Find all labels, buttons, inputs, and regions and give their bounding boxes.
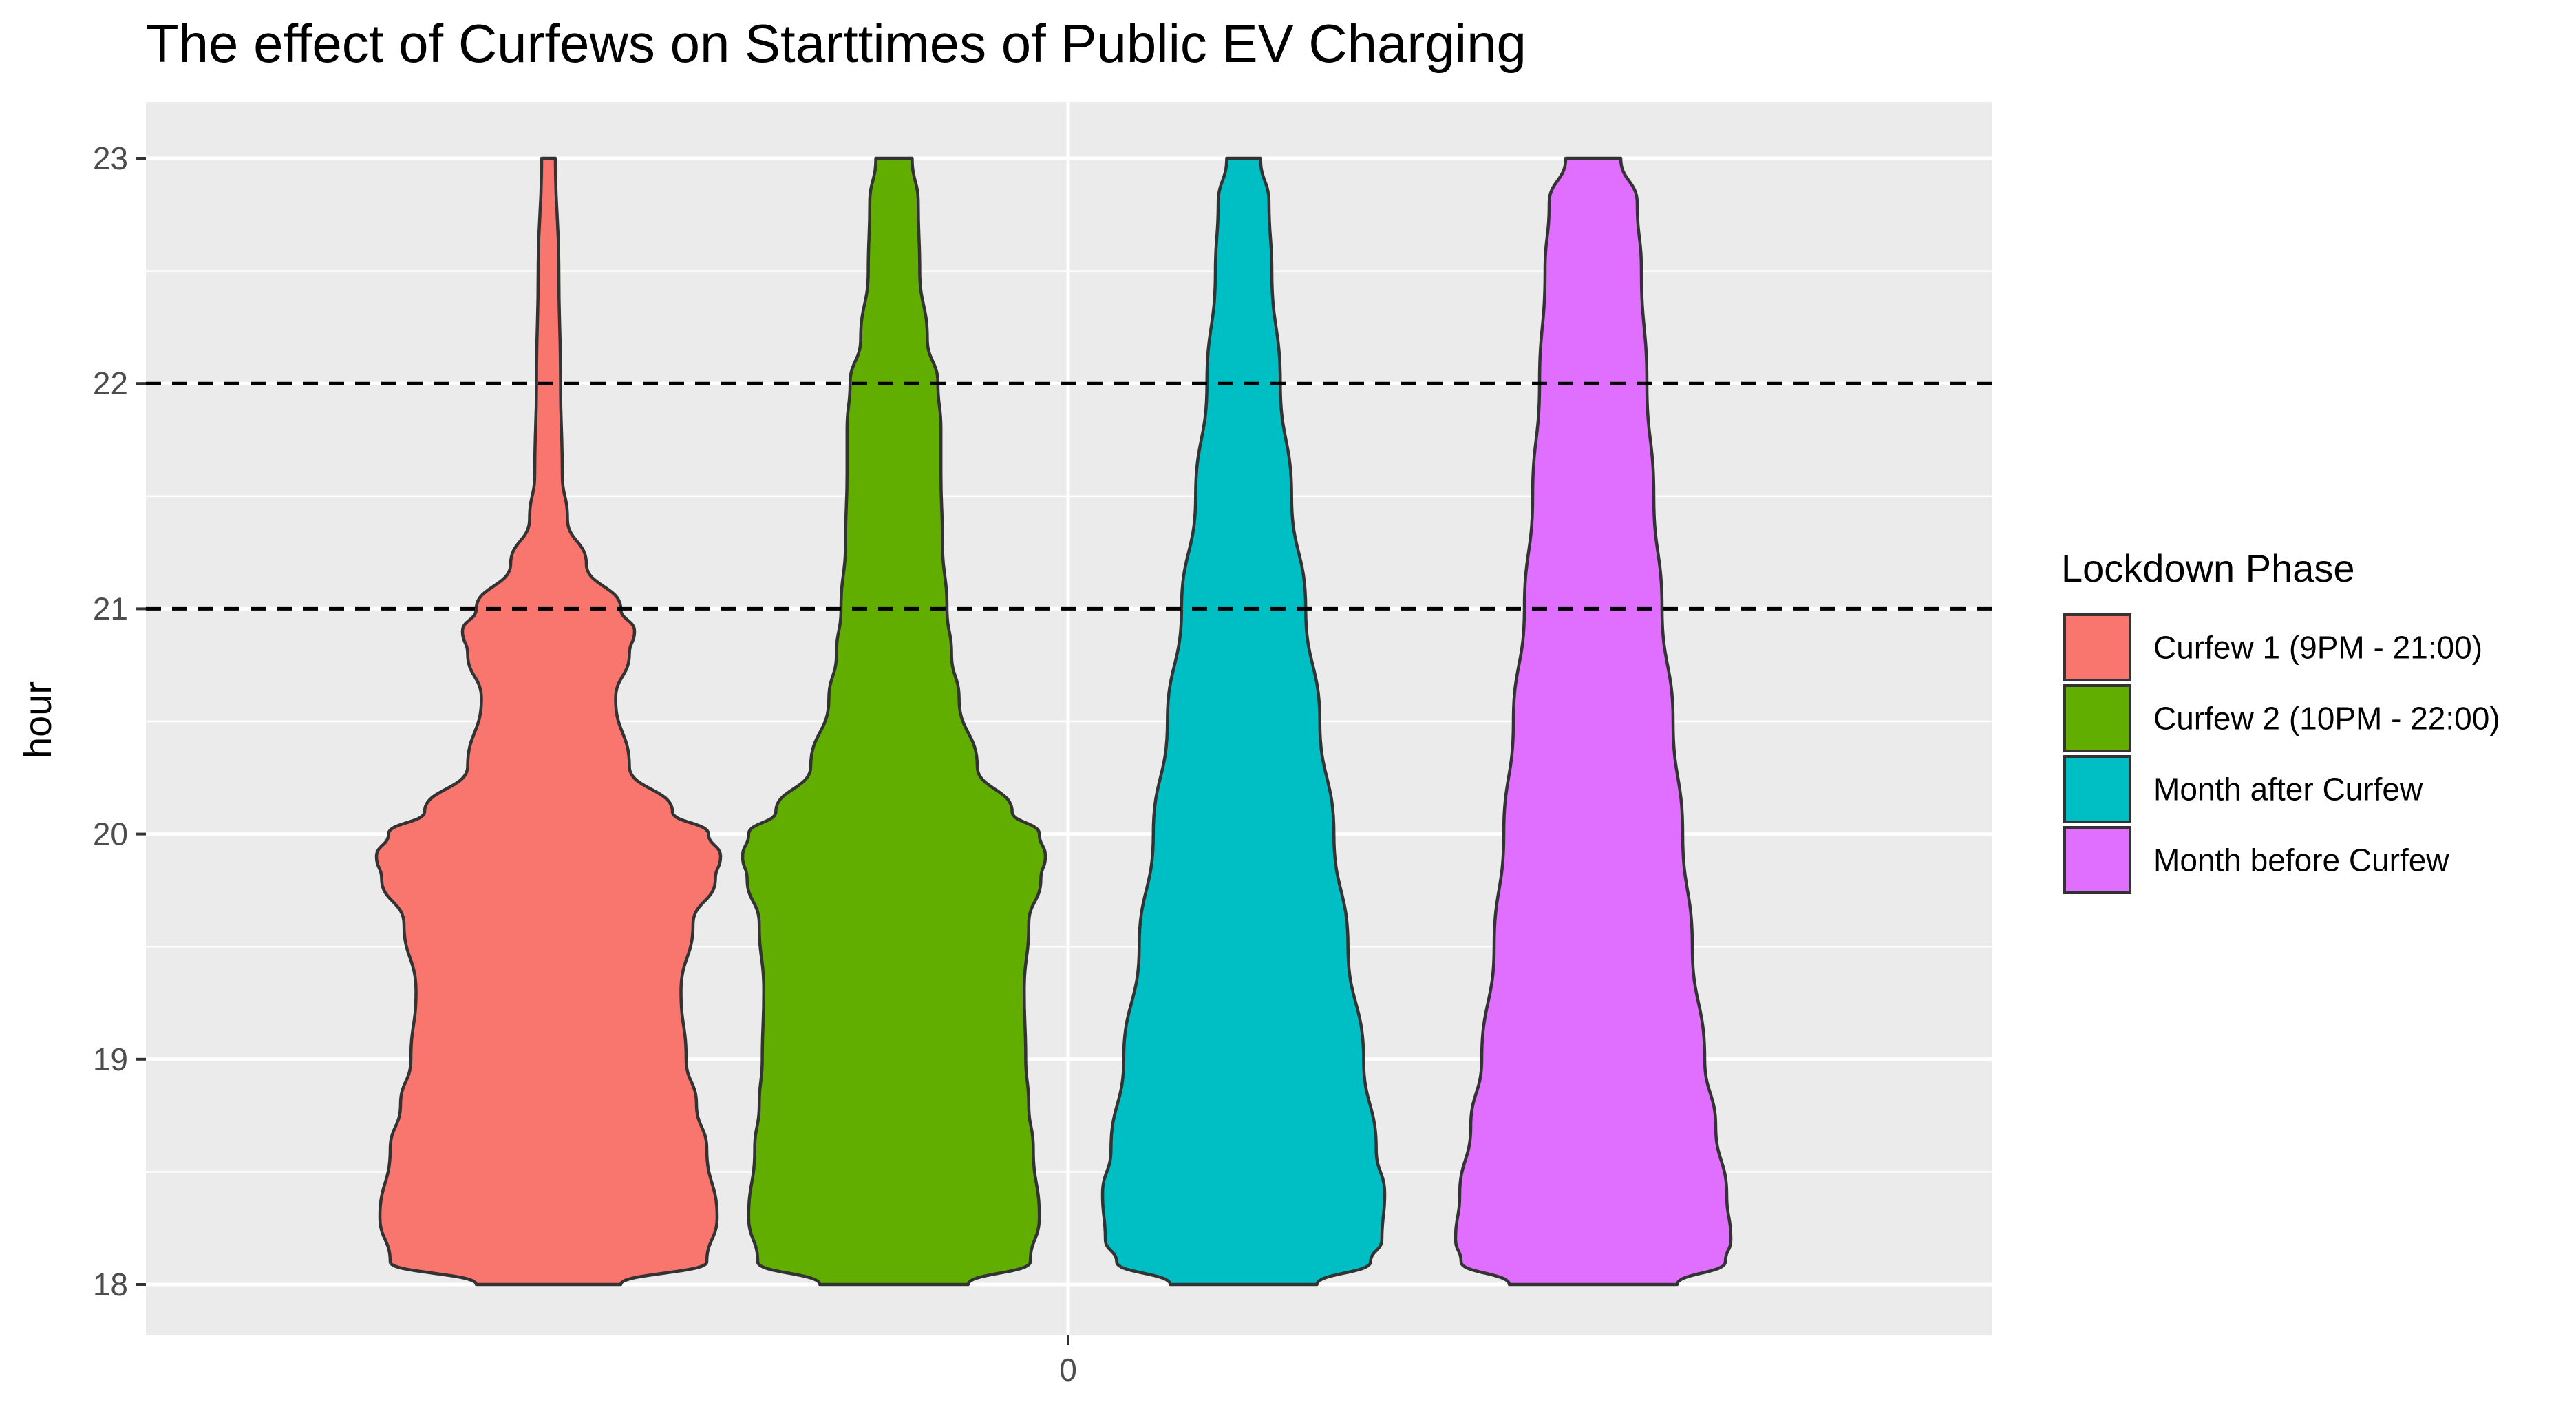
violins-layer bbox=[374, 156, 1733, 1287]
legend-key-3 bbox=[2063, 755, 2131, 823]
y-tick-label: 21 bbox=[93, 591, 128, 626]
chart-title: The effect of Curfews on Starttimes of P… bbox=[146, 13, 1526, 74]
y-tick-label: 18 bbox=[93, 1267, 128, 1302]
y-tick-label: 20 bbox=[93, 816, 128, 852]
legend: Lockdown Phase Curfew 1 (9PM - 21:00)Cur… bbox=[2061, 547, 2500, 894]
legend-key-1 bbox=[2063, 613, 2131, 681]
violin-2 bbox=[741, 156, 1047, 1287]
legend-label-2: Curfew 2 (10PM - 22:00) bbox=[2153, 701, 2500, 737]
legend-key-2 bbox=[2063, 684, 2131, 752]
y-tick-label: 19 bbox=[93, 1041, 128, 1077]
legend-key-4 bbox=[2063, 826, 2131, 894]
legend-title: Lockdown Phase bbox=[2061, 547, 2355, 590]
legend-label-4: Month before Curfew bbox=[2153, 843, 2449, 878]
x-tick-label: 0 bbox=[1059, 1352, 1077, 1388]
y-tick-label: 22 bbox=[93, 366, 128, 401]
y-axis: 18 19 20 21 22 23 bbox=[93, 140, 146, 1302]
legend-items: Curfew 1 (9PM - 21:00) Curfew 2 (10PM - 2… bbox=[2063, 613, 2500, 894]
violin-4 bbox=[1454, 156, 1733, 1287]
y-tick-label: 23 bbox=[93, 140, 128, 176]
violin-1 bbox=[374, 156, 723, 1287]
reference-lines bbox=[146, 381, 1992, 611]
legend-label-1: Curfew 1 (9PM - 21:00) bbox=[2153, 630, 2482, 666]
y-axis-title: hour bbox=[16, 681, 59, 759]
legend-label-3: Month after Curfew bbox=[2153, 772, 2423, 807]
violin-3 bbox=[1100, 156, 1387, 1287]
x-axis: 0 bbox=[1059, 1335, 1077, 1388]
